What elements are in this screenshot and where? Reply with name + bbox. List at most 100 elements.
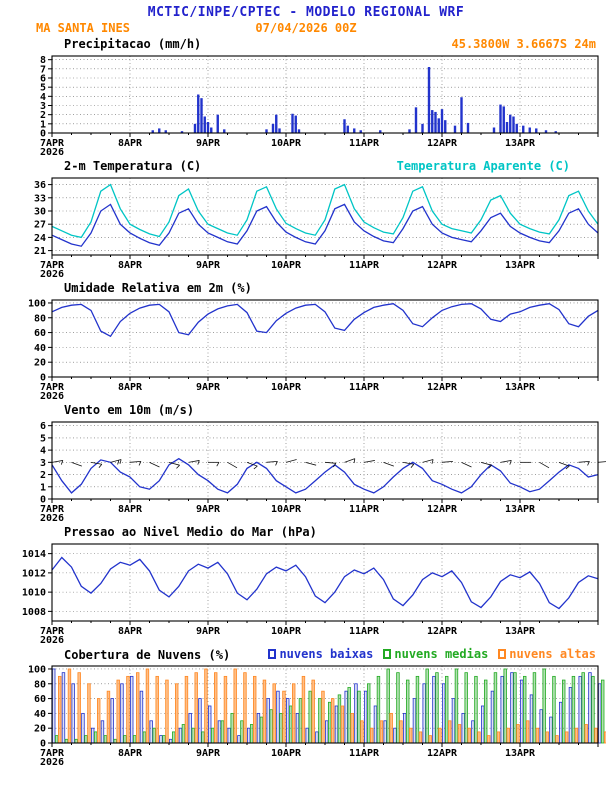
svg-text:27: 27 — [34, 220, 46, 231]
svg-text:8APR: 8APR — [118, 260, 143, 271]
clouds-legend: nuvens baixas nuvens medias nuvens altas — [268, 647, 596, 661]
svg-text:7: 7 — [40, 64, 46, 75]
svg-text:11APR: 11APR — [349, 138, 380, 149]
svg-text:11APR: 11APR — [349, 748, 380, 759]
svg-text:9APR: 9APR — [196, 138, 221, 149]
svg-text:10APR: 10APR — [271, 748, 302, 759]
svg-text:1008: 1008 — [22, 607, 46, 618]
svg-text:7APR: 7APR — [40, 382, 65, 393]
run-info-row: MA SANTA INES 07/04/2026 00Z — [0, 21, 612, 35]
svg-text:9APR: 9APR — [196, 382, 221, 393]
svg-text:60: 60 — [34, 328, 46, 339]
svg-text:11APR: 11APR — [349, 382, 380, 393]
svg-text:7APR: 7APR — [40, 260, 65, 271]
cloud-mid-swatch-icon — [383, 649, 392, 659]
svg-text:100: 100 — [28, 664, 46, 675]
svg-text:13APR: 13APR — [505, 748, 536, 759]
svg-text:8APR: 8APR — [118, 138, 143, 149]
clouds-title-row: Cobertura de Nuvens (%) nuvens baixas nu… — [0, 647, 612, 663]
svg-text:2: 2 — [40, 110, 46, 121]
svg-text:36: 36 — [34, 180, 46, 191]
svg-text:4: 4 — [40, 92, 46, 103]
humidity-title-row: Umidade Relativa em 2m (%) — [0, 281, 612, 297]
svg-text:13APR: 13APR — [505, 138, 536, 149]
svg-text:2026: 2026 — [40, 757, 64, 767]
svg-text:8APR: 8APR — [118, 382, 143, 393]
svg-text:11APR: 11APR — [349, 504, 380, 515]
panel-clouds: Cobertura de Nuvens (%) nuvens baixas nu… — [0, 647, 612, 767]
svg-text:40: 40 — [34, 709, 46, 720]
svg-text:12APR: 12APR — [427, 382, 458, 393]
svg-text:2026: 2026 — [40, 269, 64, 279]
run-info-spacer — [357, 21, 612, 35]
panel-humidity: Umidade Relativa em 2m (%) 0 20 40 60 80 100 7… — [0, 281, 612, 401]
svg-text:4: 4 — [40, 446, 46, 457]
svg-text:12APR: 12APR — [427, 260, 458, 271]
svg-text:12APR: 12APR — [427, 748, 458, 759]
svg-text:5: 5 — [40, 83, 46, 94]
legend-label-baixas: nuvens baixas — [279, 647, 374, 661]
run-datetime: 07/04/2026 00Z — [255, 21, 357, 35]
svg-text:11APR: 11APR — [349, 626, 380, 637]
svg-text:2026: 2026 — [40, 147, 64, 157]
svg-text:30: 30 — [34, 207, 46, 218]
pressure-title: Pressao ao Nivel Medio do Mar (hPa) — [64, 525, 317, 539]
svg-text:13APR: 13APR — [505, 382, 536, 393]
svg-text:21: 21 — [34, 246, 46, 257]
svg-text:1: 1 — [40, 482, 46, 493]
svg-text:0: 0 — [40, 373, 46, 384]
svg-text:9APR: 9APR — [196, 626, 221, 637]
svg-text:40: 40 — [34, 343, 46, 354]
svg-text:8APR: 8APR — [118, 748, 143, 759]
svg-text:1012: 1012 — [22, 568, 46, 579]
svg-text:2026: 2026 — [40, 391, 64, 401]
svg-text:12APR: 12APR — [427, 626, 458, 637]
svg-text:2026: 2026 — [40, 635, 64, 645]
svg-text:10APR: 10APR — [271, 626, 302, 637]
legend-nuvens-medias: nuvens medias — [383, 647, 488, 661]
svg-text:10APR: 10APR — [271, 138, 302, 149]
svg-text:7APR: 7APR — [40, 748, 65, 759]
svg-text:11APR: 11APR — [349, 260, 380, 271]
pressure-title-row: Pressao ao Nivel Medio do Mar (hPa) — [0, 525, 612, 541]
svg-text:9APR: 9APR — [196, 748, 221, 759]
svg-text:3: 3 — [40, 101, 46, 112]
panel-pressure: Pressao ao Nivel Medio do Mar (hPa) 1008… — [0, 525, 612, 645]
page-header: MCTIC/INPE/CPTEC - MODELO REGIONAL WRF M… — [0, 0, 612, 35]
svg-text:13APR: 13APR — [505, 626, 536, 637]
panel-temperature: 2-m Temperatura (C) Temperatura Aparente… — [0, 159, 612, 279]
legend-label-altas: nuvens altas — [509, 647, 596, 661]
svg-text:7APR: 7APR — [40, 504, 65, 515]
svg-text:9APR: 9APR — [196, 260, 221, 271]
station-name: MA SANTA INES — [36, 21, 130, 35]
svg-text:24: 24 — [34, 233, 46, 244]
wind-title: Vento em 10m (m/s) — [64, 403, 195, 417]
svg-text:12APR: 12APR — [427, 504, 458, 515]
legend-label-medias: nuvens medias — [394, 647, 489, 661]
svg-text:0: 0 — [40, 129, 46, 140]
svg-text:5: 5 — [40, 433, 46, 444]
svg-text:60: 60 — [34, 694, 46, 705]
svg-text:0: 0 — [40, 739, 46, 750]
legend-nuvens-baixas: nuvens baixas — [268, 647, 373, 661]
svg-text:8APR: 8APR — [118, 504, 143, 515]
svg-text:12APR: 12APR — [427, 138, 458, 149]
cloud-low-swatch-icon — [268, 649, 277, 659]
temp-title-row: 2-m Temperatura (C) Temperatura Aparente… — [0, 159, 612, 175]
precip-title: Precipitacao (mm/h) — [64, 37, 202, 51]
svg-text:10APR: 10APR — [271, 382, 302, 393]
svg-text:100: 100 — [28, 298, 46, 309]
svg-text:8: 8 — [40, 55, 46, 66]
svg-text:6: 6 — [40, 421, 46, 432]
svg-text:2026: 2026 — [40, 513, 64, 523]
svg-text:13APR: 13APR — [505, 504, 536, 515]
svg-text:9APR: 9APR — [196, 504, 221, 515]
svg-text:20: 20 — [34, 724, 46, 735]
svg-text:10APR: 10APR — [271, 504, 302, 515]
svg-text:3: 3 — [40, 458, 46, 469]
precip-title-row: Precipitacao (mm/h) 45.3800W 3.6667S 24m — [0, 37, 612, 53]
clouds-title: Cobertura de Nuvens (%) — [64, 648, 231, 662]
